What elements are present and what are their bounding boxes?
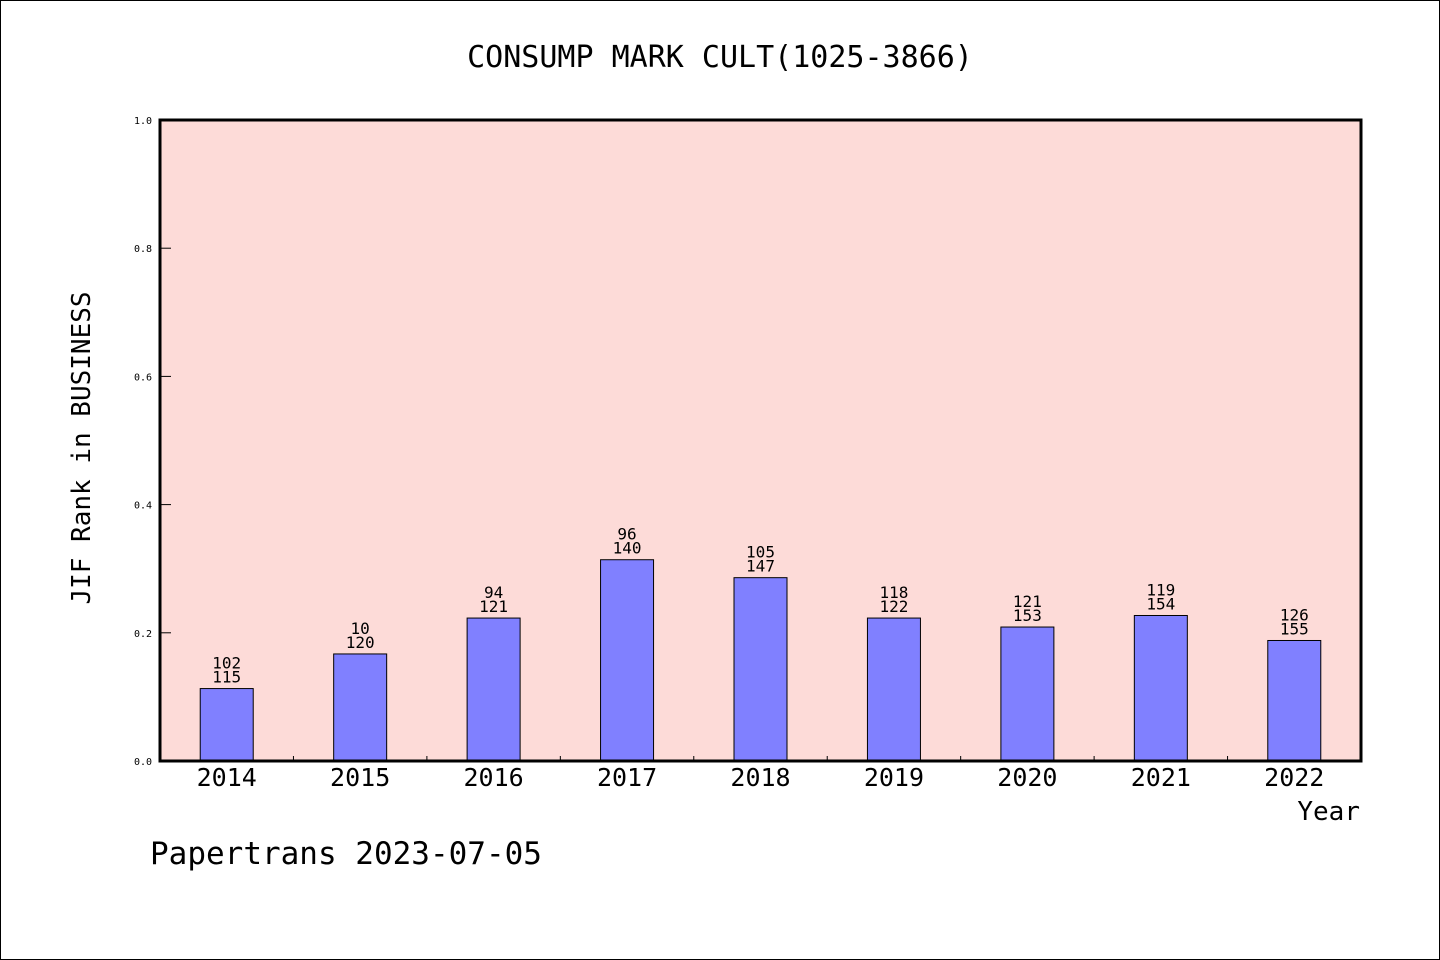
y-tick-label: 0.2 <box>134 629 152 640</box>
bar-total-label: 115 <box>212 668 241 687</box>
bar-2017 <box>600 559 655 762</box>
x-tick-label: 2015 <box>330 763 390 792</box>
bar-total-label: 153 <box>1013 606 1042 625</box>
bar-2016 <box>466 617 521 762</box>
bar-rank-label: 102 <box>212 654 241 673</box>
x-axis-label: Year <box>1297 797 1360 827</box>
chart-title: CONSUMP MARK CULT(1025-3866) <box>467 40 973 75</box>
bar-total-label: 147 <box>746 557 775 576</box>
x-tick-label: 2017 <box>597 763 657 792</box>
bar-rank-label: 105 <box>746 543 775 562</box>
bar-2018 <box>733 577 788 762</box>
bar-2014 <box>199 688 254 762</box>
y-tick-label: 0.6 <box>134 372 152 383</box>
bar-rank-label: 94 <box>484 583 503 602</box>
bar-rank-label: 121 <box>1013 592 1042 611</box>
bar-rank-label: 10 <box>351 619 370 638</box>
x-tick-label: 2014 <box>197 763 257 792</box>
x-tick-label: 2018 <box>730 763 790 792</box>
x-tick-label: 2019 <box>864 763 924 792</box>
plot-border <box>158 118 1363 763</box>
bar-total-label: 140 <box>613 539 642 558</box>
bar-rank-label: 119 <box>1146 580 1175 599</box>
bar-total-label: 122 <box>879 597 908 616</box>
x-tick-label: 2016 <box>464 763 524 792</box>
bar-2022 <box>1267 639 1322 762</box>
bar-rank-label: 118 <box>879 583 908 602</box>
y-tick-label: 1.0 <box>134 116 152 127</box>
bar-total-label: 120 <box>346 633 375 652</box>
x-tick-label: 2021 <box>1131 763 1191 792</box>
y-tick-label: 0.0 <box>134 757 152 768</box>
y-tick-label: 0.4 <box>134 501 152 512</box>
bar-2015 <box>333 653 388 762</box>
bar-total-label: 154 <box>1146 594 1175 613</box>
y-tick-label: 0.8 <box>134 244 152 255</box>
bar-2020 <box>1000 626 1055 762</box>
bar-2021 <box>1133 614 1188 762</box>
bar-total-label: 155 <box>1280 619 1309 638</box>
y-axis-label: JIF Rank in BUSINESS <box>67 291 97 604</box>
footer-credit: Papertrans 2023-07-05 <box>150 836 542 872</box>
bar-rank-label: 126 <box>1280 605 1309 624</box>
x-tick-label: 2020 <box>997 763 1057 792</box>
bar-total-label: 121 <box>479 597 508 616</box>
bar-2019 <box>866 617 921 762</box>
bar-rank-label: 96 <box>617 525 636 544</box>
x-tick-label: 2022 <box>1264 763 1324 792</box>
